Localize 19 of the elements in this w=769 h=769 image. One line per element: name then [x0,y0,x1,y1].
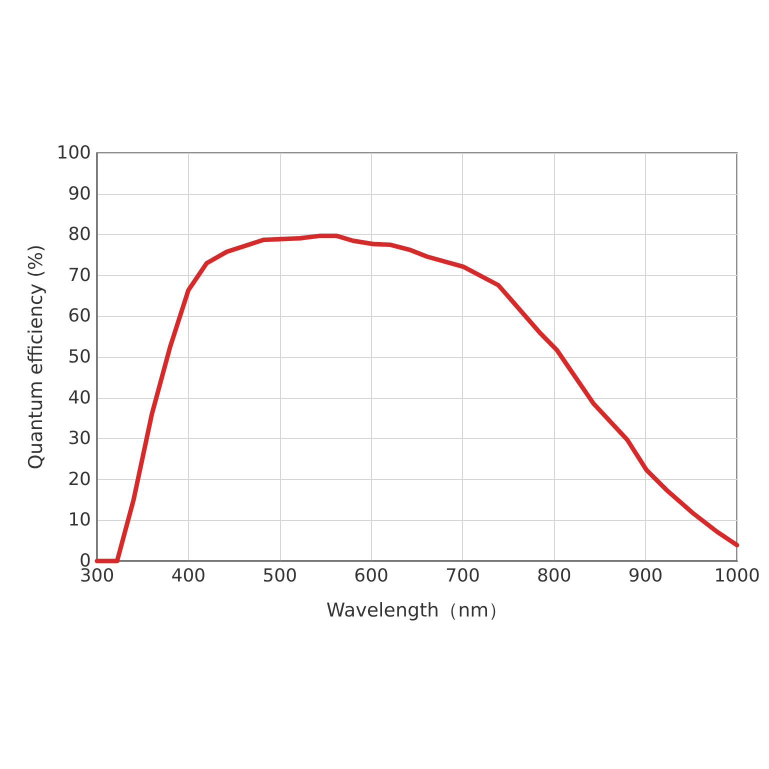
x-tick-label: 500 [262,566,298,586]
y-axis-title: Quantum efficiency (%) [25,244,48,470]
y-tick-label: 70 [68,264,91,286]
y-tick-label: 60 [68,306,91,327]
x-tick-label: 1000 [714,566,760,586]
y-tick-label: 20 [68,468,91,490]
x-tick-label: 600 [354,566,388,586]
y-tick-label: 50 [68,346,91,368]
x-axis-title: Wavelength（nm） [326,600,508,622]
x-tick-label: 400 [171,566,206,586]
y-tick-label: 10 [68,510,91,531]
x-tick-label: 800 [536,566,572,586]
x-tick-label: 900 [628,566,663,586]
y-tick-label: 30 [68,428,91,450]
y-tick-label: 90 [68,183,91,204]
x-tick-label: 700 [446,566,480,586]
y-tick-label: 100 [56,142,91,164]
y-tick-label: 40 [68,387,91,408]
y-tick-label: 80 [68,224,91,246]
